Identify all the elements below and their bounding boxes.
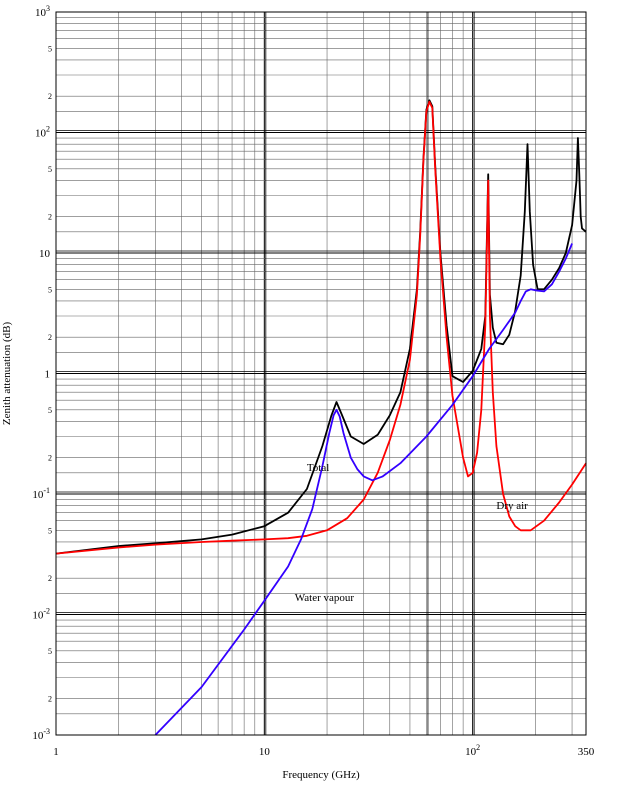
series-line-2 [154, 243, 573, 736]
y-tick-label: 103 [35, 4, 50, 19]
y-minor-tick-label: 5 [48, 406, 52, 415]
y-tick-label: 1 [45, 369, 51, 381]
y-tick-label: 10-3 [32, 727, 50, 742]
y-minor-tick-label: 5 [48, 165, 52, 174]
y-minor-tick-label: 5 [48, 44, 52, 53]
y-minor-tick-label: 2 [48, 695, 52, 704]
x-tick-label: 350 [578, 746, 595, 758]
x-tick-label: 10 [259, 746, 271, 758]
y-minor-tick-label: 2 [48, 213, 52, 222]
y-minor-tick-label: 2 [48, 574, 52, 583]
plot-frame [55, 11, 587, 736]
annotation-label: Dry air [496, 500, 528, 512]
y-tick-label: 10-2 [32, 607, 50, 622]
x-tick-label: 1 [53, 746, 59, 758]
grid [55, 12, 586, 736]
y-tick-label: 10-1 [32, 486, 50, 501]
annotation-label: Total [307, 462, 329, 474]
y-minor-tick-label: 2 [48, 92, 52, 101]
y-tick-label: 102 [35, 125, 50, 140]
y-axis-label: Zenith attenuation (dB) [1, 322, 13, 426]
y-minor-tick-label: 5 [48, 285, 52, 294]
annotation-label: Water vapour [295, 592, 355, 604]
annotations: Total Dry air Water vapour [295, 462, 528, 604]
x-axis-label: Frequency (GHz) [282, 769, 360, 781]
y-minor-tick-label: 2 [48, 454, 52, 463]
y-tick-label: 10 [39, 248, 51, 260]
series-group [55, 99, 587, 736]
y-minor-tick-label: 5 [48, 647, 52, 656]
y-minor-tick-label: 2 [48, 333, 52, 342]
tick-labels: 1 10 102 350 10-3 10-2 10-1 1 10 102 103 2 5 2 5 2 5 2 5 2 5… [32, 4, 594, 758]
series-line-1 [55, 100, 587, 555]
x-tick-label: 102 [465, 743, 480, 758]
y-minor-tick-label: 5 [48, 526, 52, 535]
series-line-0 [55, 99, 587, 555]
